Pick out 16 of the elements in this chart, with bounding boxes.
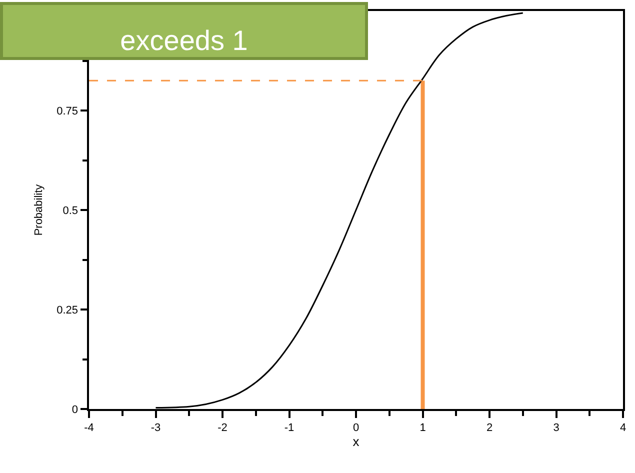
x-tick-label: -2: [218, 422, 228, 434]
y-tick-label: 0.5: [62, 204, 78, 217]
y-tick-label: 0.75: [56, 105, 78, 118]
x-tick-label: -3: [150, 422, 161, 434]
y-axis-title: Probability: [32, 184, 45, 236]
x-tick-label: 1: [420, 422, 426, 434]
x-axis-title: x: [352, 434, 360, 450]
x-tick-label: 3: [553, 422, 560, 434]
x-tick-label: -1: [284, 422, 294, 434]
x-tick-label: -4: [84, 422, 94, 434]
y-tick-label: 0.25: [56, 304, 78, 316]
annotation: exceeds 1: [120, 25, 248, 56]
x-tick-label: 0: [352, 422, 360, 434]
x-tick-label: 2: [486, 422, 493, 434]
y-tick-label: 0: [72, 404, 78, 416]
x-tick-label: 4: [620, 422, 626, 434]
